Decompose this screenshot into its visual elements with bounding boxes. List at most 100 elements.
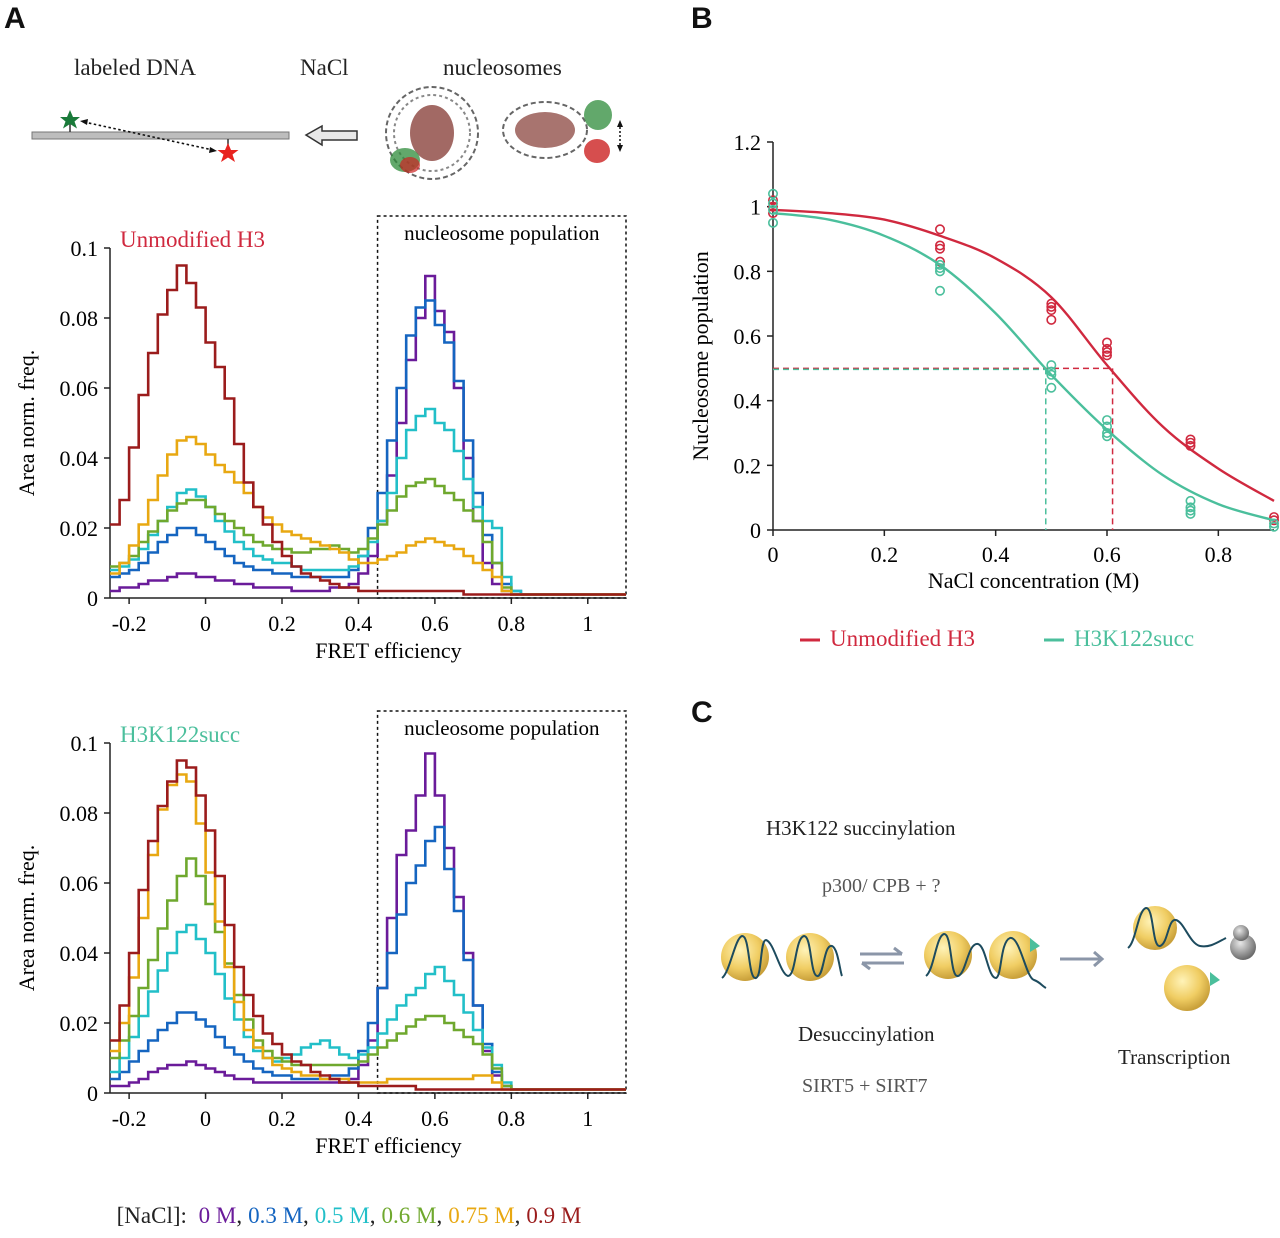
x-tick-label: 0.4: [982, 542, 1010, 567]
data-point-h3k122succ: [1185, 508, 1196, 519]
legend-separator: ,: [236, 1203, 243, 1228]
titration-legend: Unmodified H3 H3K122succ: [790, 625, 1250, 657]
nucleosome-structure-icon: [385, 86, 479, 180]
chart-title: H3K122succ: [120, 722, 240, 747]
nucleosome-pair-succinylated-icon: [924, 931, 1047, 989]
x-axis-label: NaCl concentration (M): [928, 568, 1139, 593]
x-tick-label: 0.6: [421, 611, 449, 636]
data-point-unmodified-h3: [1046, 298, 1057, 309]
data-point-h3k122succ: [1268, 521, 1279, 532]
y-tick-label: 0.08: [60, 306, 99, 331]
x-tick-label: 1: [582, 611, 593, 636]
y-tick-label: 0.06: [60, 871, 99, 896]
data-point-h3k122succ: [768, 204, 779, 215]
data-point-h3k122succ: [1185, 502, 1196, 513]
y-tick-label: 0.08: [60, 801, 99, 826]
nucleosomes-label: nucleosomes: [443, 55, 562, 80]
histogram-h3k122succ: -0.2 0 0.2 0.4 0.6 0.8 1 0 0.02 0.04 0.06 0.08 0.1 FR…: [14, 710, 627, 1158]
panel-label-b: B: [691, 2, 713, 35]
y-tick-label: 0: [87, 1081, 98, 1106]
data-point-h3k122succ: [1046, 382, 1057, 393]
data-point-h3k122succ: [768, 198, 779, 209]
data-point-h3k122succ: [1046, 369, 1057, 380]
series-line-0-6-M: [110, 857, 626, 1091]
data-point-unmodified-h3: [768, 195, 779, 206]
model-drawing: [721, 906, 1256, 1011]
x-tick-label: -0.2: [112, 1106, 147, 1131]
legend-separator: ,: [369, 1203, 376, 1228]
fit-curve-h3k122succ: [772, 211, 1275, 522]
series-line-0-9-M: [110, 759, 626, 1091]
nucleosome-population-label: nucleosome population: [404, 221, 600, 245]
y-tick-label: 0.04: [60, 941, 99, 966]
left-arrow-icon: [304, 124, 358, 147]
panel-label-c: C: [691, 696, 713, 729]
data-point-unmodified-h3: [1046, 305, 1057, 316]
legend-item-5: 0.9 M: [526, 1203, 582, 1228]
data-point-h3k122succ: [1101, 415, 1112, 426]
series-line-0-5-M: [110, 407, 626, 596]
y-tick-label: 0: [750, 518, 761, 543]
transcription-label: Transcription: [1118, 1045, 1231, 1069]
data-point-unmodified-h3: [1185, 437, 1196, 448]
titration-chart: 0 0.2 0.4 0.6 0.8 0 0.2 0.4 0.6 0.8 1 1.2 NaCl conce…: [688, 130, 1279, 593]
erasers-label: SIRT5 + SIRT7: [802, 1075, 928, 1097]
data-point-h3k122succ: [1185, 495, 1196, 506]
data-point-h3k122succ: [935, 259, 946, 270]
y-tick-label: 0: [87, 586, 98, 611]
data-point-h3k122succ: [1101, 421, 1112, 432]
y-tick-label: 0.1: [71, 236, 99, 261]
chart-title: Unmodified H3: [120, 227, 265, 252]
y-tick-label: 0.06: [60, 376, 99, 401]
nacl-legend-prefix: [NaCl]:: [116, 1203, 187, 1228]
data-point-unmodified-h3: [1101, 347, 1112, 358]
series-line-0-75-M: [110, 435, 626, 596]
x-tick-label: 0.8: [498, 611, 526, 636]
x-tick-label: 1: [582, 1106, 593, 1131]
data-point-unmodified-h3: [1185, 434, 1196, 445]
nucleosome-pair-left-icon: [721, 933, 843, 981]
x-tick-label: 0.4: [345, 611, 373, 636]
data-point-unmodified-h3: [1185, 440, 1196, 451]
equilibrium-arrows-icon: [860, 946, 904, 971]
data-point-unmodified-h3: [1046, 301, 1057, 312]
transcribed-nucleosomes-icon: [1127, 906, 1256, 1011]
data-point-h3k122succ: [935, 266, 946, 277]
fit-curve-unmodified-h3: [772, 208, 1275, 502]
y-tick-label: 0.04: [60, 446, 99, 471]
x-tick-label: 0.8: [1205, 542, 1233, 567]
x-axis-label: FRET efficiency: [315, 1133, 461, 1158]
data-point-h3k122succ: [768, 217, 779, 228]
y-axis-label: Nucleosome population: [688, 251, 713, 461]
data-point-unmodified-h3: [935, 224, 946, 235]
data-point-unmodified-h3: [1101, 337, 1112, 348]
fret-schematic: labeled DNA NaCl nucleosomes: [0, 0, 680, 200]
data-point-unmodified-h3: [935, 240, 946, 251]
x-tick-label: 0.2: [268, 611, 296, 636]
x-tick-label: -0.2: [112, 611, 147, 636]
legend-separator: ,: [303, 1203, 309, 1228]
data-point-h3k122succ: [1046, 366, 1057, 377]
data-point-h3k122succ: [768, 188, 779, 199]
legend-separator: ,: [514, 1203, 521, 1228]
legend-label-unmodified: Unmodified H3: [830, 626, 976, 651]
legend-item-3: 0.6 M: [381, 1203, 437, 1228]
nacl-label: NaCl: [300, 55, 349, 80]
acceptor-star-icon: [217, 143, 239, 162]
data-point-h3k122succ: [935, 263, 946, 274]
x-tick-label: 0: [200, 611, 211, 636]
data-point-h3k122succ: [935, 285, 946, 296]
y-tick-label: 1.2: [734, 130, 762, 155]
data-point-unmodified-h3: [1101, 343, 1112, 354]
data-point-h3k122succ: [1185, 505, 1196, 516]
x-tick-label: 0.2: [268, 1106, 296, 1131]
writer-label: p300/ CPB + ?: [822, 875, 941, 897]
y-tick-label: 0.1: [71, 731, 99, 756]
titration-legend-swatches: [800, 638, 1064, 642]
data-point-unmodified-h3: [935, 243, 946, 254]
panel-label-a: A: [4, 2, 26, 35]
schematic-drawing: [31, 86, 623, 180]
legend-item-4: 0.75 M: [448, 1203, 515, 1228]
y-tick-label: 0.2: [734, 453, 762, 478]
forward-arrow-icon: [1060, 950, 1105, 968]
